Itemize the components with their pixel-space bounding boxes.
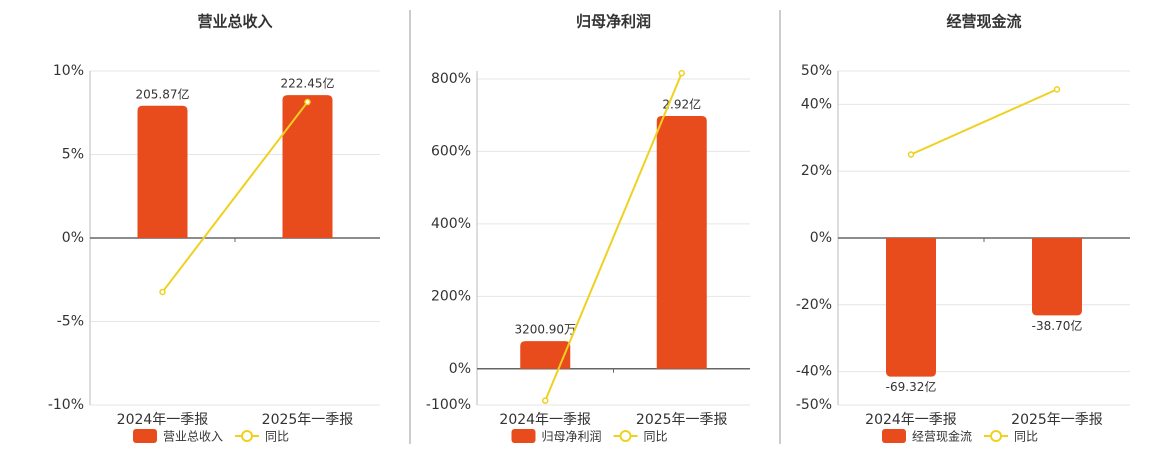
y-tick-label: 20% [801,163,832,179]
x-tick-label: 2024年一季报 [499,412,591,428]
line [161,101,309,293]
bar [886,238,936,377]
value-label: 2.92亿 [662,97,701,112]
value-label: 205.87亿 [136,86,190,101]
y-tick-label: -50% [796,397,832,413]
bar [282,95,333,238]
y-tick-label: -100% [426,397,471,413]
legend-swatch [619,430,632,442]
value-label: -38.70亿 [1032,318,1083,333]
chart-title: 营业总收入 [197,13,272,31]
y-tick-label: 0% [449,361,471,377]
x-tick-label: 2025年一季报 [636,412,728,428]
chart-title: 归母净利润 [576,13,651,31]
y-tick-label: 600% [431,143,471,159]
line-point [159,288,166,296]
x-tick-label: 2025年一季报 [262,412,354,428]
bar [656,116,707,369]
legend-label: 归母净利润 [542,430,602,444]
legend-label: 同比 [644,430,668,444]
line [544,72,683,402]
line-point [678,69,685,77]
legend-label: 经营现金流 [912,429,972,444]
line [910,88,1058,156]
legend-label: 同比 [1014,430,1038,444]
y-tick-label: 200% [431,288,471,304]
y-tick-label: -40% [796,364,832,380]
legend-swatch [133,429,157,443]
line-point [907,151,915,158]
y-tick-label: 0% [810,230,832,246]
x-tick-label: 2024年一季报 [865,412,957,428]
legend-label: 同比 [265,430,289,444]
chart-title: 经营现金流 [946,13,1021,31]
value-label: -69.32亿 [886,379,937,394]
bar [137,105,188,238]
legend-swatch [990,430,1003,442]
y-tick-label: 40% [801,96,832,112]
legend-swatch [882,429,906,443]
y-tick-label: 10% [53,63,84,79]
bar [1032,238,1082,316]
y-tick-label: -10% [48,397,84,413]
x-tick-label: 2025年一季报 [1011,412,1103,428]
y-tick-label: 0% [62,230,84,246]
value-label: 3200.90万 [514,323,576,337]
y-tick-label: -20% [796,297,832,313]
line-point [1053,86,1061,93]
line-point [542,397,549,404]
y-tick-label: 800% [431,71,471,87]
legend-swatch [511,429,536,443]
y-tick-label: -5% [57,314,84,330]
legend-swatch [241,430,254,442]
y-tick-label: 5% [62,147,84,163]
x-tick-label: 2024年一季报 [117,412,209,428]
value-label: 222.45亿 [281,76,335,91]
y-tick-label: 50% [801,63,832,79]
bar [520,341,571,369]
legend-label: 营业总收入 [163,430,223,444]
y-tick-label: 400% [431,216,471,232]
line-point [304,98,311,106]
